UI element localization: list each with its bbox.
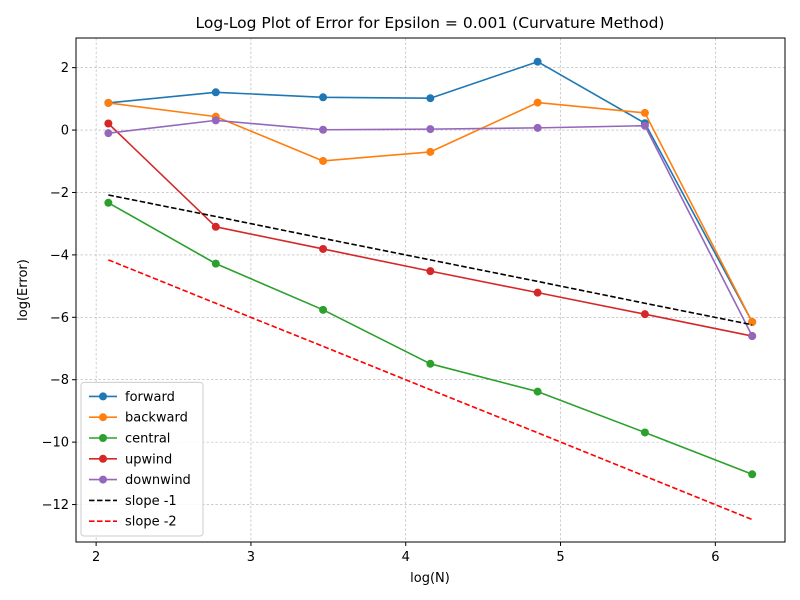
x-tick-label: 3	[247, 550, 255, 565]
y-tick-label: 0	[61, 124, 69, 139]
data-point-central	[533, 387, 542, 396]
y-tick-label: −4	[50, 248, 69, 263]
legend-box	[80, 381, 204, 537]
data-point-central	[640, 428, 649, 437]
y-tick-label: −6	[50, 311, 69, 326]
data-point-forward	[533, 57, 542, 66]
legend-swatch-marker	[99, 454, 107, 463]
series-slope-2	[108, 259, 753, 521]
y-tick-label: −8	[50, 373, 69, 388]
legend-label: slope -2	[125, 515, 177, 530]
data-point-upwind	[426, 267, 435, 276]
data-point-backward	[319, 156, 328, 165]
data-point-central	[104, 198, 113, 207]
legend-item-slope-1: slope -1	[89, 494, 177, 509]
data-point-downwind	[748, 332, 757, 341]
data-point-backward	[426, 147, 435, 156]
legend-swatch-marker	[99, 392, 107, 401]
data-point-central	[211, 259, 220, 268]
legend-swatch-marker	[99, 475, 107, 484]
y-tick-label: −2	[50, 186, 69, 201]
data-point-downwind	[104, 129, 113, 138]
data-point-central	[319, 305, 328, 314]
plot-frame	[75, 37, 786, 543]
x-axis-label: log(N)	[410, 571, 450, 586]
legend-item-slope-2: slope -2	[89, 515, 177, 530]
legend-label: forward	[125, 390, 175, 405]
data-point-upwind	[211, 222, 220, 231]
series-slope-1	[108, 194, 753, 326]
grid	[76, 38, 785, 542]
chart-title: Log-Log Plot of Error for Epsilon = 0.00…	[196, 14, 665, 32]
data-point-downwind	[426, 125, 435, 134]
y-tick-label: 2	[61, 61, 69, 76]
legend-swatch-marker	[99, 413, 107, 422]
series-central	[104, 198, 757, 479]
legend-label: slope -1	[125, 494, 177, 509]
legend-item-forward: forward	[89, 390, 175, 405]
data-point-upwind	[640, 310, 649, 319]
legend-item-downwind: downwind	[89, 473, 191, 488]
data-point-backward	[104, 98, 113, 107]
data-point-central	[748, 470, 757, 479]
series-downwind	[104, 116, 757, 341]
data-point-upwind	[104, 119, 113, 128]
data-point-upwind	[533, 288, 542, 297]
legend-item-backward: backward	[89, 411, 188, 426]
y-tick-label: −10	[42, 436, 69, 451]
data-point-backward	[640, 108, 649, 117]
series-line-slope-2	[108, 259, 753, 521]
data-point-downwind	[533, 123, 542, 132]
y-tick-label: −12	[42, 498, 69, 513]
legend-label: downwind	[125, 473, 191, 488]
series-line-slope-1	[108, 194, 753, 326]
data-point-upwind	[319, 244, 328, 253]
data-point-forward	[426, 94, 435, 103]
legend-label: upwind	[125, 452, 172, 467]
data-point-downwind	[319, 125, 328, 134]
data-point-downwind	[640, 121, 649, 130]
x-tick-label: 5	[556, 550, 564, 565]
legend-label: backward	[125, 411, 188, 426]
x-tick-label: 6	[711, 550, 719, 565]
legend-swatch-marker	[99, 434, 107, 442]
data-point-central	[426, 359, 435, 368]
data-point-forward	[319, 93, 328, 102]
x-tick-label: 4	[402, 550, 410, 565]
y-axis-label: log(Error)	[16, 259, 31, 321]
plot-series	[104, 57, 757, 521]
data-point-downwind	[211, 116, 220, 125]
legend-item-central: central	[89, 432, 170, 447]
axis-ticks: 2 3 4 5 6 −12 −10 −8 −6 −4 −2 0 2	[42, 61, 720, 565]
x-tick-label: 2	[92, 550, 100, 565]
legend-item-upwind: upwind	[89, 452, 172, 467]
data-point-backward	[533, 98, 542, 107]
data-point-backward	[748, 317, 757, 326]
data-point-forward	[211, 88, 220, 97]
legend-label: central	[125, 432, 170, 447]
legend: forward backward central upwind downwind slop…	[80, 381, 204, 537]
